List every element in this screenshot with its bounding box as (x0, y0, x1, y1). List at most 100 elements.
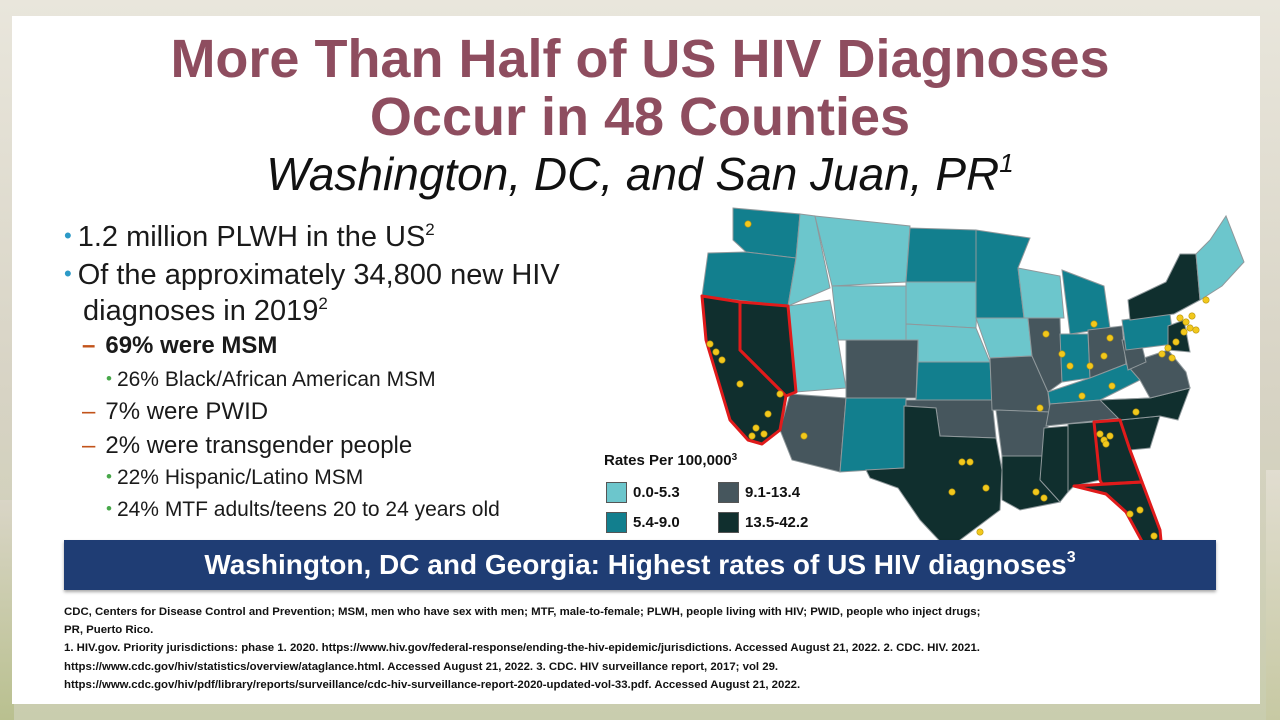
state-illinois (1027, 317, 1063, 393)
bullet-plwh-text: 1.2 million PLWH in the US (77, 221, 426, 253)
county-marker (748, 432, 756, 440)
bullet-new-diagnoses-line2: diagnoses in 2019 (83, 295, 319, 327)
legend-swatch-dark-green (718, 512, 739, 533)
county-marker (1058, 350, 1066, 358)
bullet-plwh-ref: 2 (425, 220, 435, 239)
state-nebraska (905, 323, 991, 363)
state-michigan (1061, 269, 1111, 335)
background-decoration-left (0, 500, 14, 720)
county-marker (736, 380, 744, 388)
legend-label: 9.1-13.4 (745, 484, 801, 501)
county-marker (1150, 532, 1158, 540)
sub-bullet-transgender-text: 2% were transgender people (105, 432, 413, 459)
state-alabama (1067, 421, 1101, 494)
state-colorado (845, 339, 919, 399)
state-north-dakota (905, 227, 979, 283)
state-wisconsin (1017, 267, 1065, 319)
nevada-outline (738, 300, 798, 398)
county-marker (1108, 382, 1116, 390)
bullet-dot-icon: • (64, 261, 72, 286)
sub-sub-bullet-black-msm-text: 26% Black/African American MSM (116, 368, 436, 391)
state-missouri (989, 355, 1051, 413)
sub-sub-bullet-hispanic: • 22% Hispanic/Latino MSM (106, 464, 363, 493)
county-marker (1188, 312, 1196, 320)
county-marker (1106, 334, 1114, 342)
footnote-references-3: https://www.cdc.gov/hiv/pdf/library/repo… (64, 678, 801, 691)
county-marker (966, 458, 974, 466)
bullet-new-diagnoses: • Of the approximately 34,800 new HIV (64, 256, 560, 296)
county-marker (1164, 344, 1172, 352)
county-marker (1096, 430, 1104, 438)
bullet-dot-icon: • (106, 467, 112, 486)
bullet-plwh: • 1.2 million PLWH in the US2 (64, 218, 435, 258)
state-new-england (1195, 214, 1245, 301)
state-regions (701, 207, 1245, 557)
footnote-abbreviations-cont: PR, Puerto Rico. (64, 624, 154, 637)
state-montana (814, 215, 911, 287)
county-marker (1180, 328, 1188, 336)
highlight-banner: Washington, DC and Georgia: Highest rate… (64, 540, 1216, 590)
county-marker (1078, 392, 1086, 400)
county-marker (1172, 338, 1180, 346)
county-marker (976, 528, 984, 536)
legend-swatch-teal (606, 512, 627, 533)
banner-text: Washington, DC and Georgia: Highest rate… (204, 549, 1067, 580)
county-marker (1202, 296, 1210, 304)
sub-bullet-msm-text: 69% were MSM (105, 332, 278, 359)
legend-item-5-9: 5.4-9.0 (606, 512, 680, 534)
legend-swatch-slate (718, 482, 739, 503)
sub-bullet-pwid: –7% were PWID (82, 396, 268, 428)
dash-icon: – (82, 332, 96, 359)
state-washington (732, 207, 801, 259)
county-marker (744, 220, 752, 228)
legend-item-13-42: 13.5-42.2 (718, 512, 808, 534)
county-marker (706, 340, 714, 348)
county-marker (1106, 432, 1114, 440)
subtitle: Washington, DC, and San Juan, PR1 (0, 148, 1280, 200)
dash-icon: – (82, 398, 96, 425)
background-decoration-right (1266, 470, 1280, 720)
legend-item-9-13: 9.1-13.4 (718, 482, 800, 504)
bullet-new-diagnoses-line1: Of the approximately 34,800 new HIV (77, 259, 560, 291)
county-marker (1176, 314, 1184, 322)
sub-bullet-msm: –69% were MSM (82, 330, 277, 362)
banner-ref: 3 (1066, 549, 1076, 566)
sub-sub-bullet-black-msm: • 26% Black/African American MSM (106, 366, 436, 395)
sub-bullet-pwid-text: 7% were PWID (105, 398, 269, 425)
county-marker (752, 424, 760, 432)
county-marker (1192, 326, 1200, 334)
subtitle-text: Washington, DC, and San Juan, PR (266, 148, 1000, 200)
county-marker (1182, 318, 1190, 326)
legend-label: 0.0-5.3 (633, 484, 680, 501)
title-line-1: More Than Half of US HIV Diagnoses (170, 29, 1110, 89)
county-marker (1086, 362, 1094, 370)
state-mississippi (1039, 425, 1069, 503)
state-south-dakota (905, 281, 979, 329)
sub-bullet-transgender: –2% were transgender people (82, 430, 412, 462)
county-marker (1066, 362, 1074, 370)
footnote-abbreviations: CDC, Centers for Disease Control and Pre… (64, 606, 981, 618)
legend-swatch-light-teal (606, 482, 627, 503)
state-kansas (915, 361, 993, 401)
sub-sub-bullet-hispanic-text: 22% Hispanic/Latino MSM (116, 466, 364, 489)
county-marker (982, 484, 990, 492)
state-wyoming (831, 285, 907, 341)
us-hiv-rate-map (700, 207, 1245, 558)
county-marker (718, 356, 726, 364)
bullet-dot-icon: • (106, 499, 112, 518)
footnotes: CDC, Centers for Disease Control and Pre… (64, 603, 1214, 694)
state-idaho (787, 213, 831, 307)
bullet-new-diagnoses-cont: diagnoses in 20192 (83, 292, 328, 330)
dash-icon: – (82, 432, 96, 459)
county-marker (1036, 404, 1044, 412)
legend-label: 13.5-42.2 (745, 514, 809, 531)
county-marker (1102, 440, 1110, 448)
bullet-new-diagnoses-ref: 2 (318, 294, 328, 313)
subtitle-ref: 1 (999, 148, 1014, 178)
county-marker (958, 458, 966, 466)
county-marker (760, 430, 768, 438)
county-marker (1100, 352, 1108, 360)
legend-item-0-5: 0.0-5.3 (606, 482, 680, 504)
state-indiana (1059, 333, 1091, 383)
county-marker (1032, 488, 1040, 496)
